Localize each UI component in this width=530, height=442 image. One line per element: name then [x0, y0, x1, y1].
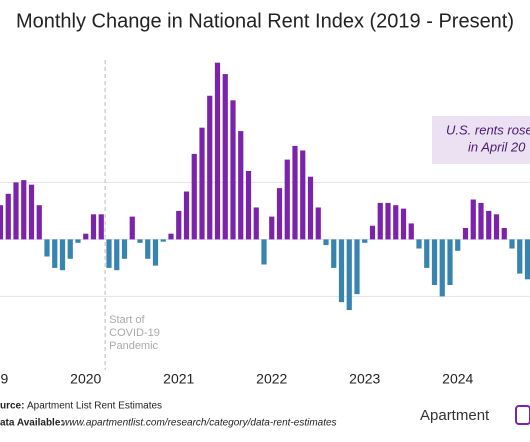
bar — [493, 214, 500, 240]
event-label: COVID-19 — [109, 327, 160, 339]
bar — [400, 208, 407, 240]
x-tick-label: 2019 — [0, 371, 9, 387]
bar — [517, 239, 523, 274]
bar — [416, 239, 422, 249]
bar — [90, 214, 97, 240]
source-label: urce: — [0, 401, 24, 412]
bar — [455, 239, 461, 251]
bar — [369, 225, 376, 240]
bar — [222, 74, 228, 240]
bar — [478, 202, 484, 240]
bar — [191, 153, 197, 240]
bar — [83, 233, 89, 240]
bar — [377, 202, 383, 240]
brand-logo — [515, 405, 530, 425]
data-url: www.apartmentlist.com/research/category/… — [62, 418, 337, 429]
bar — [307, 176, 314, 240]
bar — [408, 223, 414, 240]
bar — [5, 193, 11, 240]
bar — [269, 216, 275, 240]
bar — [98, 214, 104, 240]
bar — [152, 239, 159, 266]
bar — [121, 239, 128, 259]
bar — [447, 239, 453, 285]
x-tick-label: 2020 — [70, 371, 101, 387]
bar — [501, 228, 507, 240]
bar — [75, 239, 81, 243]
bar — [362, 239, 368, 243]
bar — [145, 239, 151, 259]
bar — [0, 205, 4, 240]
bar — [300, 150, 306, 240]
source-text: Apartment List Rent Estimates — [27, 401, 162, 412]
bar — [284, 159, 290, 240]
bar — [129, 216, 135, 240]
bar — [462, 228, 469, 240]
bar — [114, 239, 120, 271]
bar — [486, 210, 492, 240]
bar — [276, 188, 283, 240]
bar — [238, 131, 244, 240]
bar — [67, 239, 73, 259]
data-label: ata Available: — [0, 418, 64, 429]
bar — [52, 239, 58, 268]
bar — [354, 239, 360, 295]
x-tick-label: 2022 — [256, 371, 287, 387]
bar — [28, 184, 35, 240]
bar — [509, 239, 515, 249]
bar — [424, 239, 430, 268]
bar — [214, 62, 221, 240]
bar — [106, 239, 112, 268]
bar — [176, 210, 182, 240]
annotation-text: U.S. rents rose — [446, 122, 530, 137]
bar — [338, 239, 345, 303]
bar — [261, 239, 267, 265]
bar — [207, 95, 213, 240]
event-label: Start of — [109, 314, 145, 326]
bar — [393, 205, 399, 240]
bar — [439, 239, 445, 297]
bar — [292, 145, 298, 240]
bar — [183, 191, 190, 240]
x-tick-label: 2021 — [163, 371, 194, 387]
bar — [385, 202, 391, 240]
bar — [13, 182, 19, 240]
bar — [36, 205, 42, 240]
bar — [160, 239, 166, 242]
bar — [21, 180, 27, 240]
bar — [168, 233, 174, 240]
bar — [470, 199, 476, 240]
x-tick-label: 2023 — [349, 371, 380, 387]
bar — [44, 239, 50, 257]
bar — [346, 239, 352, 311]
event-label: Pandemic — [109, 340, 158, 352]
bar — [199, 127, 205, 240]
bar — [431, 239, 438, 285]
bar — [524, 239, 530, 280]
annotation-text: in April 20 — [468, 139, 526, 154]
bar — [323, 239, 329, 246]
bar — [245, 171, 252, 240]
bar — [331, 239, 337, 268]
bar — [315, 207, 321, 240]
bar — [253, 207, 259, 240]
bar — [230, 100, 236, 240]
annotation-box — [432, 116, 530, 164]
x-tick-label: 2024 — [442, 371, 473, 387]
bar — [59, 239, 66, 271]
bar — [137, 239, 143, 243]
chart-title: Monthly Change in National Rent Index (2… — [16, 10, 514, 32]
brand-name: Apartment — [420, 407, 490, 424]
